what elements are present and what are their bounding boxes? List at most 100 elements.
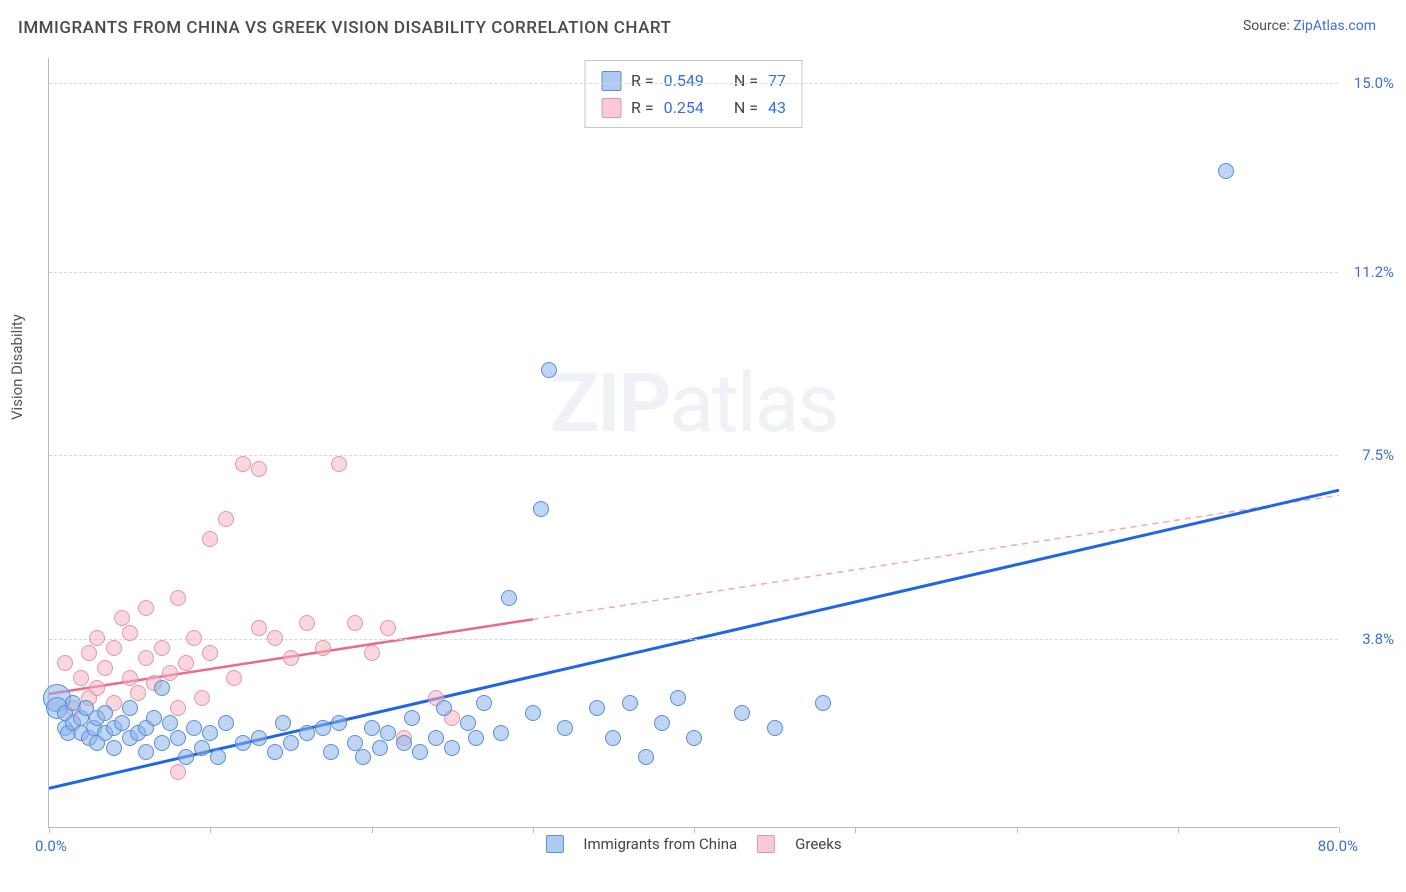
- data-point: [267, 744, 283, 760]
- legend-label-series-a: Immigrants from China: [583, 835, 737, 853]
- chart-plot-area: ZIPatlas R = 0.549 N = 77 R = 0.254 N = …: [48, 58, 1338, 828]
- data-point: [638, 749, 654, 765]
- y-axis-label: Vision Disability: [8, 314, 26, 420]
- data-point: [622, 695, 638, 711]
- data-point: [122, 670, 138, 686]
- data-point: [412, 744, 428, 760]
- data-point: [767, 720, 783, 736]
- x-tick: [694, 827, 695, 833]
- y-tick-label: 11.2%: [1344, 263, 1394, 281]
- data-point: [331, 715, 347, 731]
- x-tick: [372, 827, 373, 833]
- data-point: [138, 600, 154, 616]
- data-point: [460, 715, 476, 731]
- data-point: [218, 715, 234, 731]
- data-point: [299, 725, 315, 741]
- data-point: [97, 660, 113, 676]
- x-tick: [1339, 827, 1340, 833]
- series-legend: Immigrants from China Greeks: [545, 835, 841, 853]
- data-point: [202, 531, 218, 547]
- data-point: [501, 590, 517, 606]
- data-point: [364, 720, 380, 736]
- data-point: [106, 740, 122, 756]
- data-point: [194, 740, 210, 756]
- gridline: [49, 83, 1338, 84]
- data-point: [444, 740, 460, 756]
- data-point: [154, 735, 170, 751]
- data-point: [122, 700, 138, 716]
- x-tick: [855, 827, 856, 833]
- data-point: [138, 744, 154, 760]
- correlation-legend: R = 0.549 N = 77 R = 0.254 N = 43: [584, 60, 803, 128]
- data-point: [170, 700, 186, 716]
- data-point: [73, 670, 89, 686]
- data-point: [654, 715, 670, 731]
- data-point: [468, 730, 484, 746]
- data-point: [364, 645, 380, 661]
- data-point: [226, 670, 242, 686]
- data-point: [355, 749, 371, 765]
- data-point: [404, 710, 420, 726]
- data-point: [114, 715, 130, 731]
- x-tick: [49, 827, 50, 833]
- x-tick: [1178, 827, 1179, 833]
- data-point: [130, 685, 146, 701]
- data-point: [114, 610, 130, 626]
- x-tick: [1017, 827, 1018, 833]
- data-point: [380, 725, 396, 741]
- y-tick-label: 7.5%: [1344, 446, 1394, 464]
- data-point: [493, 725, 509, 741]
- data-point: [670, 690, 686, 706]
- data-point: [372, 740, 388, 756]
- data-point: [210, 749, 226, 765]
- data-point: [202, 645, 218, 661]
- data-point: [557, 720, 573, 736]
- watermark: ZIPatlas: [549, 356, 837, 452]
- data-point: [81, 645, 97, 661]
- swatch-blue-icon: [545, 835, 563, 853]
- data-point: [154, 640, 170, 656]
- data-point: [380, 620, 396, 636]
- data-point: [235, 735, 251, 751]
- data-point: [605, 730, 621, 746]
- data-point: [315, 640, 331, 656]
- x-tick: [533, 827, 534, 833]
- gridline: [49, 639, 1338, 640]
- data-point: [347, 615, 363, 631]
- data-point: [476, 695, 492, 711]
- data-point: [154, 680, 170, 696]
- source-link[interactable]: ZipAtlas.com: [1293, 18, 1376, 34]
- x-tick: [210, 827, 211, 833]
- data-point: [89, 680, 105, 696]
- swatch-pink-icon: [601, 98, 621, 118]
- data-point: [323, 744, 339, 760]
- data-point: [251, 461, 267, 477]
- data-point: [170, 730, 186, 746]
- data-point: [1218, 163, 1234, 179]
- data-point: [533, 501, 549, 517]
- chart-header: IMMIGRANTS FROM CHINA VS GREEK VISION DI…: [0, 0, 1406, 48]
- legend-row-series-b: R = 0.254 N = 43: [601, 94, 786, 121]
- data-point: [436, 700, 452, 716]
- data-point: [251, 620, 267, 636]
- data-point: [106, 640, 122, 656]
- data-point: [299, 615, 315, 631]
- data-point: [186, 630, 202, 646]
- data-point: [218, 511, 234, 527]
- data-point: [283, 650, 299, 666]
- legend-row-series-a: R = 0.549 N = 77: [601, 67, 786, 94]
- data-point: [396, 735, 412, 751]
- data-point: [146, 710, 162, 726]
- data-point: [89, 630, 105, 646]
- y-tick-label: 3.8%: [1344, 630, 1394, 648]
- data-point: [138, 650, 154, 666]
- data-point: [541, 362, 557, 378]
- data-point: [162, 665, 178, 681]
- y-tick-label: 15.0%: [1344, 74, 1394, 92]
- data-point: [734, 705, 750, 721]
- data-point: [178, 655, 194, 671]
- data-point: [186, 720, 202, 736]
- data-point: [267, 630, 283, 646]
- data-point: [57, 655, 73, 671]
- data-point: [202, 725, 218, 741]
